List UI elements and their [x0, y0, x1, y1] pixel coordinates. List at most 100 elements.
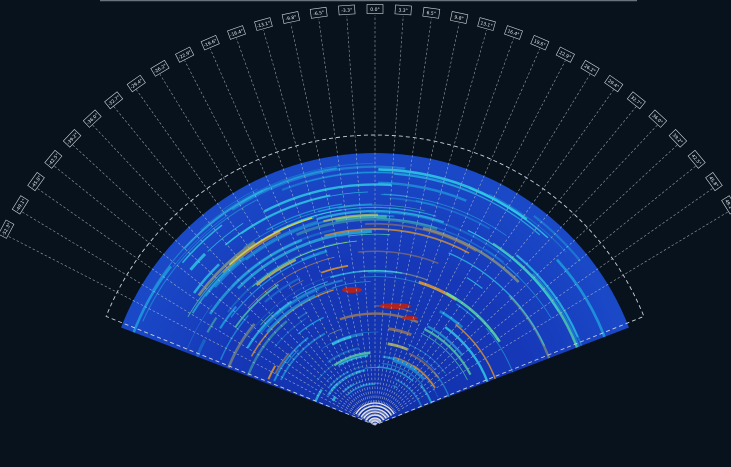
echo-arc	[249, 273, 340, 334]
echo-arc	[351, 361, 367, 366]
echo-arc	[485, 248, 505, 263]
echo-arc	[389, 197, 491, 230]
echo-arc	[316, 209, 445, 224]
echo-arc	[197, 241, 256, 297]
beam-label-box	[721, 195, 731, 215]
beam-label-text: 9.8°	[454, 14, 464, 22]
beam-label-box	[366, 4, 384, 14]
echo-arc	[286, 349, 299, 365]
echo-arc	[335, 215, 387, 222]
echo-arc	[321, 264, 349, 274]
beam-label: -9.8°	[281, 11, 300, 24]
beam-label-box	[477, 17, 496, 31]
echo-arc	[467, 229, 559, 312]
beam-label-text: 26.2°	[583, 63, 597, 74]
strong-echo	[379, 303, 411, 309]
echo-arc	[337, 204, 425, 212]
echo-arc	[415, 199, 436, 207]
echo-arc	[206, 316, 218, 333]
echo-arc	[448, 252, 546, 347]
beam-line	[374, 48, 541, 426]
echo-arc	[297, 206, 437, 222]
beam-label-box	[705, 172, 723, 192]
beam-label-text: 6.5°	[426, 10, 436, 17]
beam-line	[374, 74, 591, 426]
echo-arc	[208, 238, 303, 315]
beam-label-text: 29.4°	[607, 78, 621, 90]
beam-label-box	[44, 149, 63, 169]
echo-arc	[281, 171, 447, 191]
echo-arc	[327, 347, 359, 364]
beam-label-text: -52.3°	[1, 222, 13, 237]
beam-label-box	[254, 17, 273, 31]
beam-label-text: -16.4°	[229, 28, 244, 38]
echo-arc	[295, 217, 438, 237]
echo-arc	[267, 365, 277, 380]
beam-label-box	[0, 219, 15, 239]
echo-arc	[420, 332, 468, 381]
beam-line	[113, 106, 376, 426]
beam-label: -6.5°	[309, 6, 328, 19]
beam-line	[290, 23, 376, 426]
beam-label-box	[82, 109, 102, 128]
beam-label-box	[338, 4, 356, 16]
apex-ring	[368, 417, 382, 422]
echo-arc	[393, 356, 436, 389]
apex-ring	[370, 420, 380, 424]
beam-line	[374, 106, 637, 426]
echo-arc	[392, 359, 426, 381]
echo-arc	[388, 327, 412, 337]
beam-label-text: 22.9°	[558, 50, 572, 61]
echo-arc	[407, 343, 446, 374]
beam-line	[374, 60, 566, 426]
echo-arc	[255, 258, 297, 287]
apex-ring	[363, 411, 387, 419]
beam-label: 49.1°	[721, 195, 731, 215]
echo-arc	[172, 214, 228, 267]
beam-label-text: -3.3°	[341, 7, 352, 14]
echo-arc	[338, 232, 368, 238]
echo-arc	[466, 277, 483, 289]
echo-arc	[427, 325, 464, 356]
beam-line	[20, 210, 376, 426]
beam-label: 9.8°	[450, 11, 469, 24]
echo-arc	[224, 194, 331, 246]
beam-label-box	[604, 74, 624, 93]
echo-arc	[323, 213, 379, 223]
beam-label-box	[422, 6, 441, 19]
echo-arc	[328, 328, 343, 335]
echo-arc	[367, 271, 394, 275]
echo-arc	[445, 291, 501, 343]
beam-label-text: 19.6°	[533, 38, 547, 48]
echo-arc	[377, 217, 520, 278]
beam-line	[184, 60, 376, 426]
echo-arc	[332, 280, 371, 289]
echo-arc	[246, 320, 288, 376]
beam-label: -16.4°	[227, 25, 246, 40]
beam-line	[374, 165, 697, 426]
beam-line	[374, 18, 432, 426]
beam-line	[236, 38, 376, 426]
apex-ring	[357, 405, 393, 416]
echo-arc	[292, 280, 328, 299]
beam-label: 6.5°	[422, 6, 441, 19]
echo-arc	[326, 375, 333, 382]
beam-line	[159, 74, 376, 426]
beam-label-box	[626, 91, 646, 110]
beam-line	[374, 124, 658, 426]
beam-label-box	[27, 172, 45, 192]
beam-label-text: 16.4°	[506, 28, 520, 38]
echo-arc	[230, 253, 320, 318]
echo-arc	[273, 336, 309, 382]
beam-label: 16.4°	[504, 25, 523, 40]
echo-arc	[186, 304, 213, 351]
echo-arc	[507, 266, 552, 319]
echo-arc	[260, 311, 274, 326]
echo-arc	[377, 366, 414, 382]
beam-label-text: 13.1°	[480, 20, 493, 29]
beam-line	[374, 15, 404, 426]
echo-arc	[219, 314, 249, 361]
beam-label: -19.6°	[200, 35, 220, 51]
beam-line	[374, 187, 715, 426]
